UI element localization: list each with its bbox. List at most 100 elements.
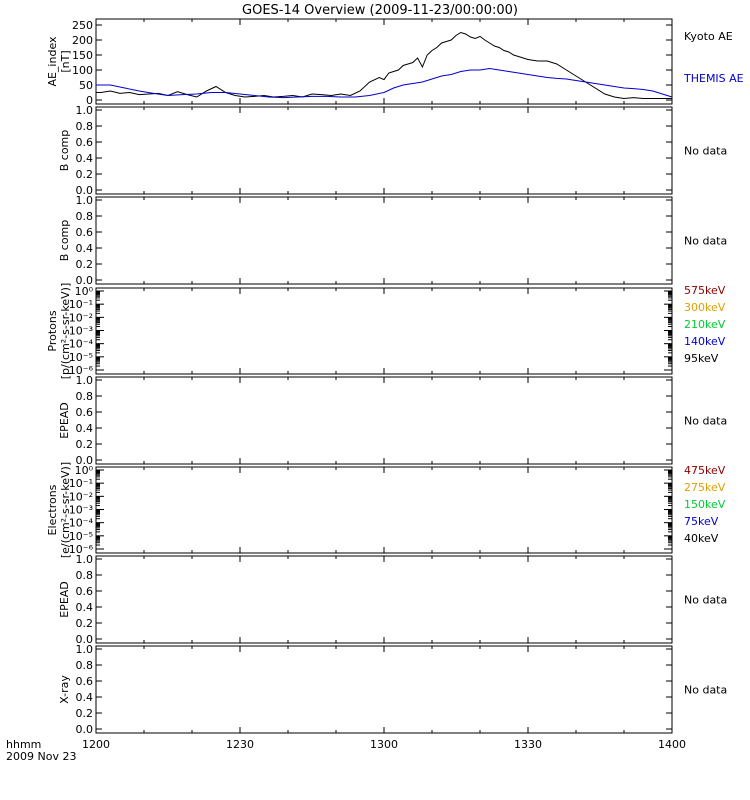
panel-epead1: 0.0 0.2 0.4 0.6 0.8 1.0 EPEAD No data [58, 374, 727, 467]
y-tick-label: 10⁻⁶ [69, 543, 94, 556]
legend-label: 75keV [684, 515, 719, 528]
y-tick-label: 0.6 [76, 406, 94, 419]
panel-frame [95, 18, 673, 105]
y-tick-label: 0.0 [76, 274, 94, 287]
y-tick-label: 10⁻⁴ [69, 517, 94, 530]
y-tick-label: 10⁻⁴ [69, 338, 94, 351]
x-tick-label: 1400 [658, 738, 686, 751]
y-tick-label: 10⁻¹ [69, 298, 93, 311]
y-tick-label: 0.2 [76, 258, 94, 271]
y-tick-label: 0.2 [76, 168, 94, 181]
y-axis-label: [nT] [59, 50, 72, 72]
y-tick-label: 10⁻³ [69, 504, 93, 517]
y-tick-label: 1.0 [76, 104, 94, 117]
panel-frame [95, 645, 673, 734]
y-tick-label: 200 [72, 34, 93, 47]
x-tick-label: 1200 [82, 738, 110, 751]
legend-label: 210keV [684, 318, 726, 331]
y-axis-label: EPEAD [58, 402, 71, 439]
series-line-themis-ae [96, 67, 673, 99]
y-tick-label: 0.4 [76, 422, 94, 435]
x-tick-label: 1230 [226, 738, 254, 751]
y-tick-label: 0.0 [76, 633, 94, 646]
y-tick-label: 50 [79, 79, 93, 92]
y-axis-label: EPEAD [58, 581, 71, 618]
y-tick-label: 10⁻⁶ [69, 364, 94, 377]
y-tick-label: 150 [72, 49, 93, 62]
panel-frame [95, 555, 673, 644]
y-tick-label: 10⁰ [75, 464, 94, 477]
footer-date: 2009 Nov 23 [6, 750, 76, 763]
y-tick-label: 0.8 [76, 569, 94, 582]
y-tick-label: 0.4 [76, 601, 94, 614]
y-tick-label: 10⁻⁵ [69, 530, 93, 543]
no-data-label: No data [684, 684, 727, 697]
y-tick-label: 1.0 [76, 643, 94, 656]
y-tick-label: 10⁻⁵ [69, 351, 93, 364]
y-axis-label: B comp [58, 220, 71, 262]
y-axis-label: [p/(cm²-s-sr-keV)] [59, 283, 72, 380]
panel-frame [95, 106, 673, 195]
x-tick-label: 1330 [514, 738, 542, 751]
y-tick-label: 1.0 [76, 374, 94, 387]
legend-label: 150keV [684, 498, 726, 511]
footer-hhmm: hhmm [6, 738, 41, 751]
y-axis-label: Electrons [46, 484, 59, 535]
panel-frame [95, 466, 673, 554]
y-tick-label: 10⁻¹ [69, 477, 93, 490]
legend-label: 40keV [684, 532, 719, 545]
legend-label: 140keV [684, 335, 726, 348]
no-data-label: No data [684, 415, 727, 428]
y-axis-label: B comp [58, 130, 71, 172]
plot-title: GOES-14 Overview (2009-11-23/00:00:00) [242, 3, 518, 18]
y-axis-label: AE_index [46, 36, 59, 87]
y-tick-label: 0.4 [76, 152, 94, 165]
no-data-label: No data [684, 235, 727, 248]
series-line-kyoto-ae [96, 31, 672, 100]
y-tick-label: 0.4 [76, 691, 94, 704]
y-axis-label: [e/(cm²-s-sr-keV)] [59, 462, 72, 558]
y-tick-label: 0.8 [76, 390, 94, 403]
y-tick-label: 0.2 [76, 707, 94, 720]
y-tick-label: 0.2 [76, 438, 94, 451]
y-tick-label: 100 [72, 64, 93, 77]
y-tick-label: 0.4 [76, 242, 94, 255]
y-tick-label: 0.2 [76, 617, 94, 630]
legend-label: THEMIS AE [683, 72, 744, 85]
y-tick-label: 10⁻² [69, 311, 93, 324]
y-tick-label: 0.8 [76, 210, 94, 223]
y-tick-label: 0.0 [76, 723, 94, 736]
y-tick-label: 10⁻² [69, 490, 93, 503]
y-tick-label: 250 [72, 19, 93, 32]
legend-label: 300keV [684, 301, 726, 314]
y-tick-label: 0.6 [76, 585, 94, 598]
y-tick-label: 10⁻³ [69, 325, 93, 338]
y-axis-label: X-ray [58, 675, 71, 704]
y-tick-label: 0.0 [76, 184, 94, 197]
y-tick-label: 0 [86, 94, 93, 107]
legend-label: 575keV [684, 284, 726, 297]
legend-label: 475keV [684, 464, 726, 477]
y-tick-label: 0.8 [76, 120, 94, 133]
panel-epead2: 0.0 0.2 0.4 0.6 0.8 1.0 EPEAD No data [58, 553, 727, 646]
y-tick-label: 10⁰ [75, 285, 94, 298]
legend-label: 95keV [684, 352, 719, 365]
legend-label: Kyoto AE [684, 30, 733, 43]
y-tick-label: 0.8 [76, 659, 94, 672]
y-tick-label: 0.6 [76, 675, 94, 688]
no-data-label: No data [684, 145, 727, 158]
panel-bcomp1: 0.0 0.2 0.4 0.6 0.8 1.0 B comp No data [58, 104, 727, 197]
y-tick-label: 0.6 [76, 226, 94, 239]
y-axis-label: Protons [46, 310, 59, 351]
y-tick-label: 1.0 [76, 553, 94, 566]
panel-bcomp2: 0.0 0.2 0.4 0.6 0.8 1.0 B comp No data [58, 194, 727, 287]
panel-frame [95, 376, 673, 465]
panel-frame [95, 287, 673, 375]
panel-xray: 0.0 0.2 0.4 0.6 0.8 1.0 X-ray No data [58, 643, 727, 736]
x-tick-label: 1300 [370, 738, 398, 751]
y-tick-label: 0.6 [76, 136, 94, 149]
y-tick-label: 1.0 [76, 194, 94, 207]
